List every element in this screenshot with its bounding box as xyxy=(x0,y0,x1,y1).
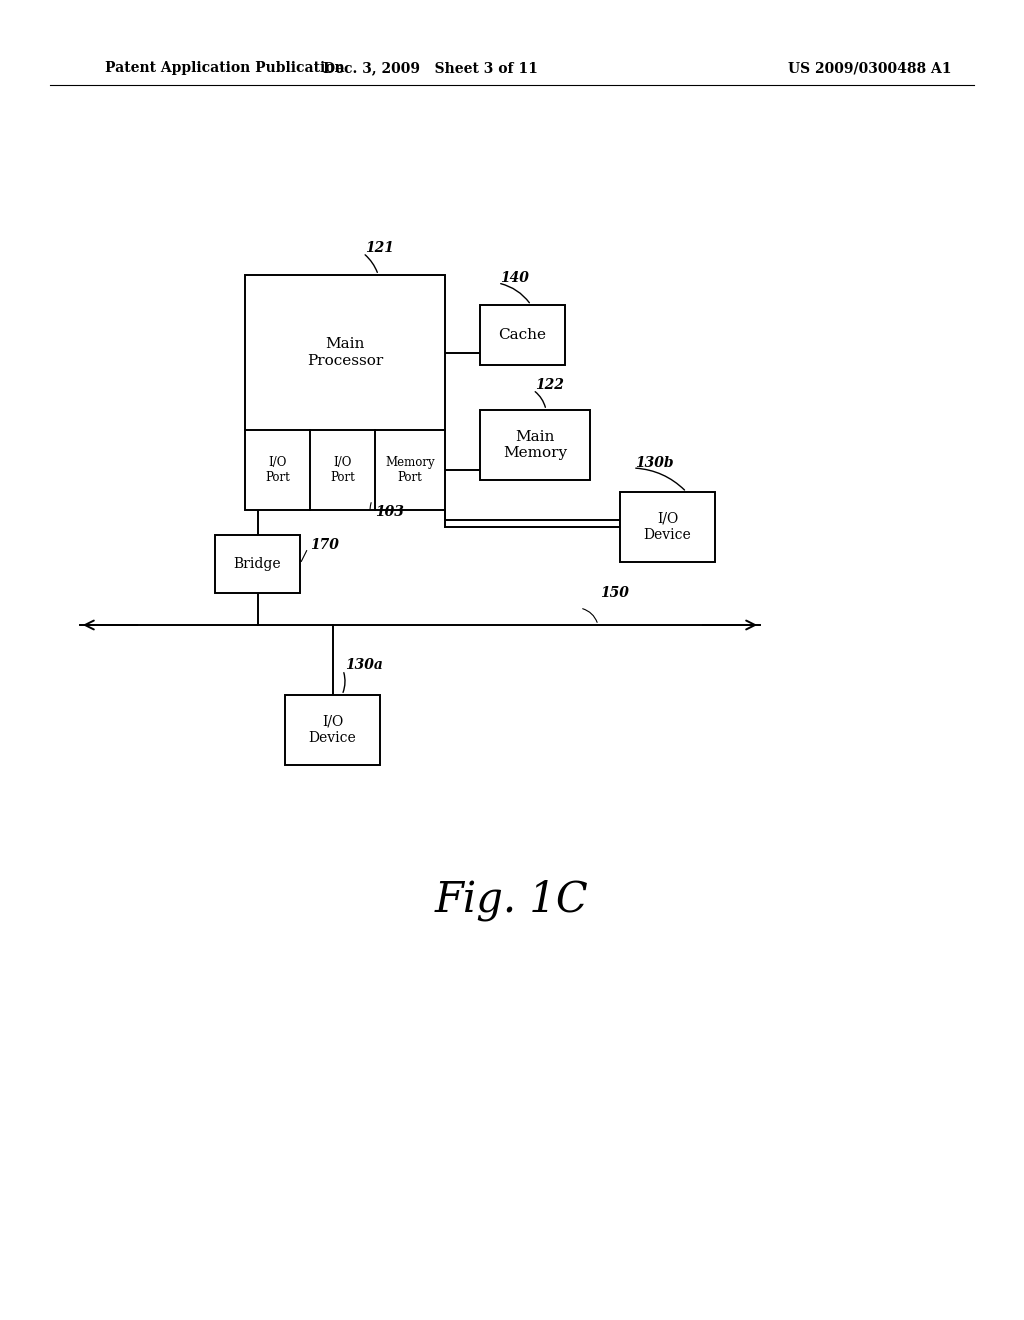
Text: 121: 121 xyxy=(365,242,394,255)
Bar xyxy=(480,411,590,480)
Text: Memory
Port: Memory Port xyxy=(385,455,435,484)
Text: US 2009/0300488 A1: US 2009/0300488 A1 xyxy=(788,61,951,75)
Text: I/O
Device: I/O Device xyxy=(308,715,356,744)
Text: Bridge: Bridge xyxy=(233,557,282,572)
Bar xyxy=(215,535,300,593)
Text: Main
Processor: Main Processor xyxy=(307,338,383,367)
Bar xyxy=(245,275,445,510)
Text: 150: 150 xyxy=(600,586,629,601)
Text: Dec. 3, 2009   Sheet 3 of 11: Dec. 3, 2009 Sheet 3 of 11 xyxy=(323,61,538,75)
Text: Cache: Cache xyxy=(499,327,547,342)
Text: Patent Application Publication: Patent Application Publication xyxy=(105,61,345,75)
Text: Fig. 1C: Fig. 1C xyxy=(435,879,589,921)
Bar xyxy=(480,305,565,366)
Bar xyxy=(285,696,380,766)
Text: Main
Memory: Main Memory xyxy=(503,430,567,461)
Text: I/O
Device: I/O Device xyxy=(644,512,691,543)
Text: I/O
Port: I/O Port xyxy=(265,455,290,484)
Text: I/O
Port: I/O Port xyxy=(330,455,355,484)
Bar xyxy=(620,492,715,562)
Text: 130a: 130a xyxy=(345,657,383,672)
Text: 170: 170 xyxy=(310,539,339,552)
Text: 130b: 130b xyxy=(635,455,674,470)
Text: 103: 103 xyxy=(375,506,403,519)
Text: 122: 122 xyxy=(535,378,564,392)
Text: 140: 140 xyxy=(500,271,528,285)
